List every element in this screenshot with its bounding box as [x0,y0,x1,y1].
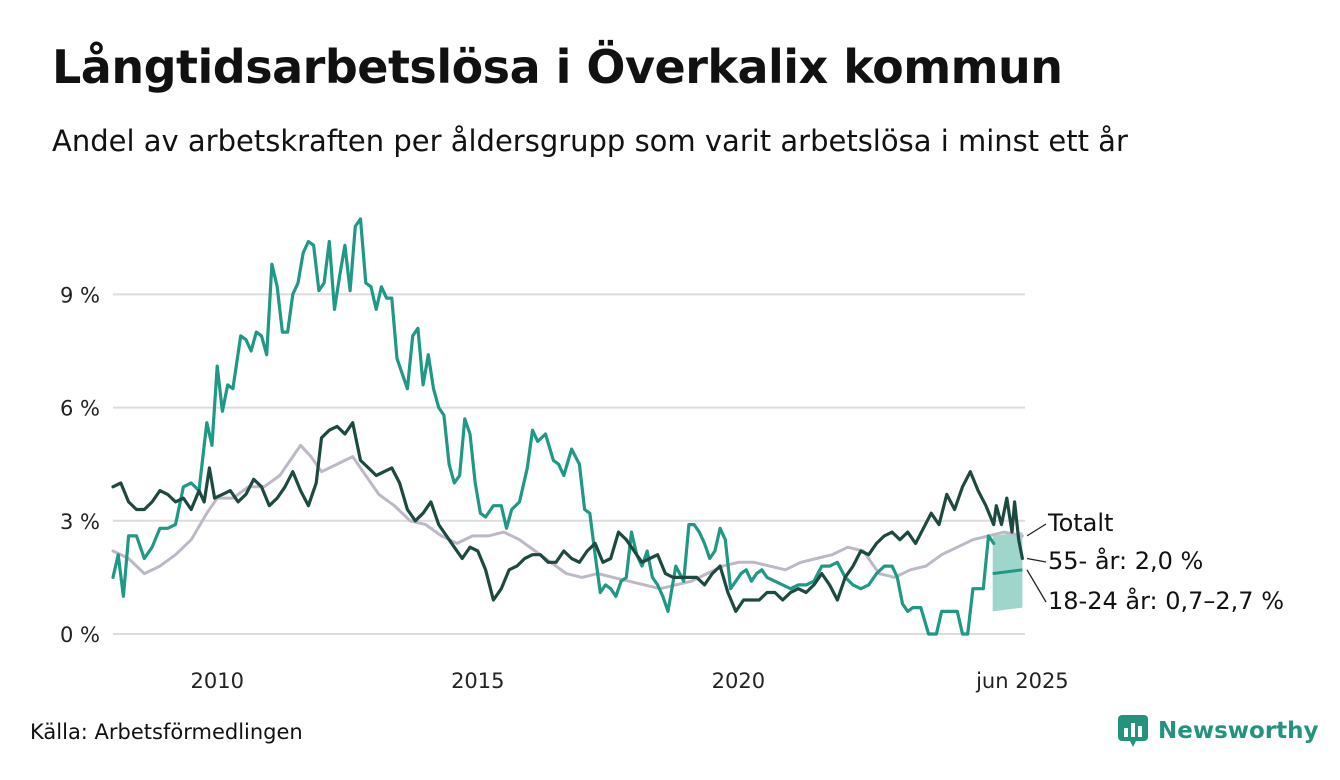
source-credit: Källa: Arbetsförmedlingen [30,720,303,744]
y-tick-label: 0 % [60,623,100,647]
range-band [992,532,1023,612]
x-tick-label: 2010 [191,669,244,693]
x-tick-label: 2015 [451,669,504,693]
chart-subtitle: Andel av arbetskraften per åldersgrupp s… [52,124,1128,158]
end-label-age1824: 18-24 år: 0,7–2,7 % [1048,586,1284,615]
x-tick-label: jun 2025 [975,669,1069,693]
y-tick-label: 6 % [60,397,100,421]
series-end-labels: Totalt 55- år: 2,0 % 18-24 år: 0,7–2,7 % [1026,509,1284,615]
grid [113,293,1025,635]
brand-logo: Newsworthy [1118,713,1319,749]
x-tick-label: 2020 [712,669,765,693]
series-line-age1824 [111,217,996,636]
leader-total [1026,523,1047,537]
x-axis: 2010 2015 2020 jun 2025 [191,669,1069,693]
y-tick-label: 3 % [60,510,100,534]
chart-title: Långtidsarbetslösa i Överkalix kommun [52,40,1063,94]
y-tick-label: 9 % [60,283,100,307]
leader-age1824 [1026,569,1047,603]
newsworthy-icon [1118,715,1148,747]
series-lines [111,217,1025,636]
y-axis: 0 % 3 % 6 % 9 % [60,283,100,647]
brand-name: Newsworthy [1158,718,1319,744]
band-18-24-estimate [992,568,1023,576]
end-label-age55: 55- år: 2,0 % [1048,546,1203,575]
leader-age55 [1026,557,1047,563]
end-label-total: Totalt [1047,509,1113,537]
series-line-age55 [111,421,1025,614]
line-chart: 0 % 3 % 6 % 9 % 2010 2015 2020 jun 2025 Totalt… [60,217,1284,693]
